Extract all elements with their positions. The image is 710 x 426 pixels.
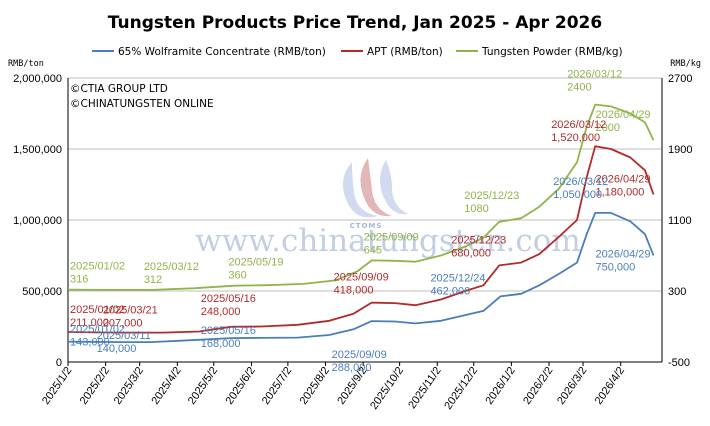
copyright-ctia: ©CTIA GROUP LTD — [70, 83, 168, 95]
x-tick-label: 2025/8/2 — [298, 365, 332, 407]
annotation-label: 2025/01/02 — [70, 261, 125, 273]
right-axis-unit: RMB/kg — [670, 59, 701, 69]
left-tick-label: 1,500,000 — [13, 144, 62, 156]
right-tick-label: 2700 — [668, 73, 692, 85]
x-tick-label: 2026/4/2 — [593, 365, 627, 407]
annotation-label: 2025/05/16 — [201, 293, 256, 305]
left-tick-label: 2,000,000 — [13, 73, 62, 85]
series-lines — [67, 103, 655, 344]
gridlines — [68, 77, 662, 363]
right-tick-label: 1100 — [668, 215, 692, 227]
watermark-logo-right-icon — [380, 160, 408, 215]
x-tick-label: 2025/11/2 — [406, 365, 443, 411]
series-line-0 — [67, 211, 655, 344]
legend-label: APT (RMB/ton) — [367, 46, 443, 58]
annotation-label: 750,000 — [595, 262, 635, 274]
annotation-label: 2025/05/16 — [201, 325, 256, 337]
left-tick-label: 500,000 — [22, 286, 62, 298]
annotation-label: 207,000 — [103, 318, 143, 330]
left-tick-label: 1,000,000 — [13, 215, 62, 227]
right-tick-label: 1900 — [668, 144, 692, 156]
annotation-label: 168,000 — [201, 338, 241, 350]
x-tick-label: 2026/2/2 — [521, 365, 555, 407]
annotation-label: 2025/09/09 — [334, 272, 389, 284]
annotation-label: 2025/12/23 — [451, 234, 506, 246]
annotation-label: 2025/12/24 — [430, 272, 485, 284]
annotation-label: 2025/03/12 — [144, 261, 199, 273]
annotation-label: 2025/01/02 — [70, 304, 125, 316]
annotation-label: 462,000 — [430, 285, 470, 297]
annotation-label: 2026/03/12 — [551, 119, 606, 131]
annotation-label: 418,000 — [334, 285, 374, 297]
annotation-label: 312 — [144, 274, 162, 286]
annotation-label: 2026/03/12 — [553, 176, 608, 188]
right-tick-label: 300 — [668, 286, 686, 298]
x-tick-label: 2025/3/2 — [112, 365, 146, 407]
watermark-logo-text: CTOMS — [350, 222, 383, 230]
annotation-label: 360 — [228, 270, 246, 282]
annotation-label: 2025/03/11 — [97, 330, 151, 342]
annotation-label: 140,000 — [97, 343, 137, 355]
annotation-label: 211,000 — [70, 317, 109, 329]
x-tick-label: 2025/1/2 — [40, 365, 74, 407]
x-tick-label: 2025/12/2 — [442, 365, 480, 412]
data-annotations: 2025/01/023162025/03/123122025/05/193602… — [70, 69, 651, 374]
annotation-label: 1080 — [464, 203, 488, 215]
annotation-label: 2026/04/29 — [595, 249, 650, 261]
x-tick-label: 2025/6/2 — [223, 365, 257, 407]
annotation-label: 2000 — [595, 122, 619, 134]
right-tick-label: -500 — [668, 357, 690, 369]
annotation-label: 2025/09/09 — [332, 349, 387, 361]
annotation-label: 1,180,000 — [595, 186, 644, 198]
x-tick-label: 2025/7/2 — [260, 365, 294, 407]
chart-legend: 65% Wolframite Concentrate (RMB/ton) APT … — [92, 46, 623, 58]
annotation-label: 2025/03/21 — [103, 305, 158, 317]
copyright-chinatungsten: ©CHINATUNGSTEN ONLINE — [70, 98, 214, 110]
annotation-label: 2026/04/29 — [595, 173, 650, 185]
annotation-label: 2025/09/09 — [364, 231, 419, 243]
annotation-label: 2400 — [567, 82, 591, 94]
series-line-2 — [67, 103, 655, 291]
left-tick-label: 0 — [56, 357, 62, 369]
series-line-1 — [67, 145, 655, 334]
annotation-label: 2026/04/29 — [595, 109, 650, 121]
annotation-label: 2026/03/12 — [567, 69, 622, 81]
x-tick-label: 2026/3/2 — [555, 365, 589, 407]
annotation-label: 645 — [364, 244, 382, 256]
chart-title: Tungsten Products Price Trend, Jan 2025 … — [108, 13, 602, 33]
annotation-label: 143,000 — [70, 337, 110, 349]
annotation-label: 1,050,000 — [553, 189, 602, 201]
annotation-label: 2025/12/23 — [464, 190, 519, 202]
x-tick-label: 2026/1/2 — [483, 365, 517, 407]
watermark-logo-left-icon — [342, 162, 378, 218]
annotation-label: 680,000 — [451, 247, 491, 259]
x-tick-label: 2025/2/2 — [78, 365, 112, 407]
annotation-label: 316 — [70, 274, 88, 286]
annotation-label: 248,000 — [201, 306, 241, 318]
watermark-text: www.chinatungsten.com — [195, 223, 581, 259]
annotation-label: 288,000 — [332, 362, 372, 374]
left-axis-unit: RMB/ton — [8, 59, 44, 69]
annotation-label: 2025/05/19 — [228, 257, 283, 269]
x-tick-label: 2025/5/2 — [186, 365, 220, 407]
annotation-label: 2025/01/02 — [70, 324, 125, 336]
x-tick-label: 2025/4/2 — [149, 365, 183, 407]
legend-label: Tungsten Powder (RMB/kg) — [481, 46, 623, 58]
legend-label: 65% Wolframite Concentrate (RMB/ton) — [118, 46, 326, 58]
x-tick-label: 2025/10/2 — [368, 365, 406, 412]
annotation-label: 1,520,000 — [551, 132, 600, 144]
watermark-logo-mid-icon — [360, 158, 392, 217]
